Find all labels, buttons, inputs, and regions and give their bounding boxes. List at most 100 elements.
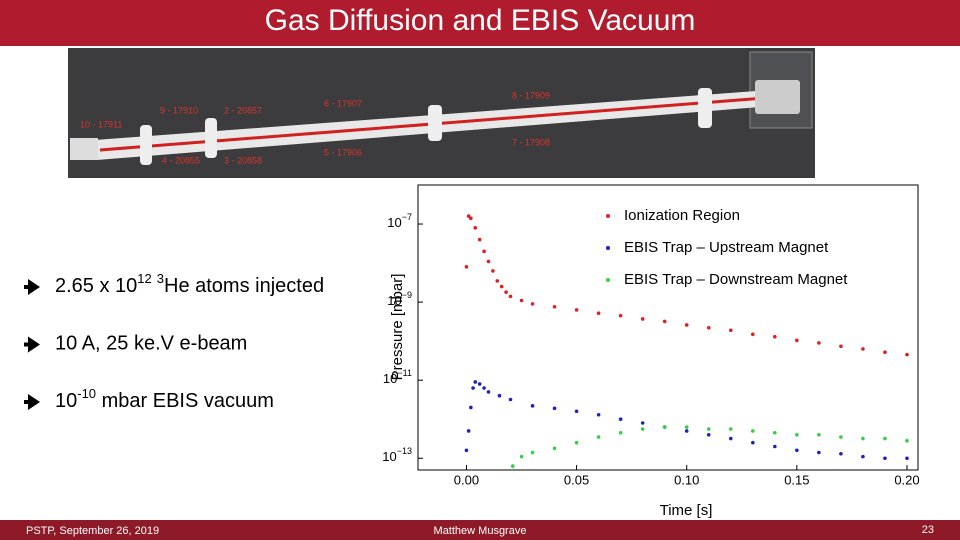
legend-label: Ionization Region xyxy=(624,207,740,224)
beamline-label: 5 - 17906 xyxy=(324,147,362,157)
data-point xyxy=(596,435,601,439)
footer-left: PSTP, September 26, 2019 xyxy=(26,525,159,537)
data-point xyxy=(486,390,491,394)
beamline-label: 8 - 17909 xyxy=(512,90,550,100)
data-point xyxy=(795,448,799,453)
beamline-label: 9 - 17910 xyxy=(160,105,198,115)
data-point xyxy=(751,429,755,433)
data-point xyxy=(499,284,504,289)
legend-marker xyxy=(606,278,610,282)
data-point xyxy=(795,432,799,437)
x-tick-label: 0.05 xyxy=(564,472,589,487)
data-point xyxy=(817,432,821,437)
data-point xyxy=(519,298,524,303)
data-point xyxy=(482,386,486,390)
data-point xyxy=(477,237,482,242)
data-point xyxy=(706,427,711,431)
data-point xyxy=(640,317,645,321)
data-point xyxy=(839,435,843,439)
data-point xyxy=(574,409,579,414)
y-tick-label: 10−11 xyxy=(383,369,412,387)
legend-label: EBIS Trap – Downstream Magnet xyxy=(624,271,848,288)
data-point xyxy=(469,405,473,410)
data-point xyxy=(883,436,887,441)
data-point xyxy=(839,452,843,456)
bullet-text: 10 A, 25 ke.V e-beam xyxy=(55,333,247,355)
data-point xyxy=(504,290,508,294)
y-tick-label: 10−9 xyxy=(387,290,412,308)
data-point xyxy=(510,464,515,468)
data-point xyxy=(574,308,579,312)
x-tick-label: 0.00 xyxy=(454,472,479,487)
data-point xyxy=(469,216,473,221)
text-run: 2.65 x 10 xyxy=(55,275,137,297)
data-point xyxy=(508,397,513,402)
beamline-label: 4 - 20855 xyxy=(162,155,200,165)
legend-marker xyxy=(606,246,610,250)
footer-bar xyxy=(0,520,960,540)
x-tick-label: 0.10 xyxy=(674,472,699,487)
data-point xyxy=(905,456,909,461)
data-point xyxy=(706,325,711,330)
bullet-arrow xyxy=(24,336,40,353)
bullet-list: 2.65 x 1012 3He atoms injected 10 A, 25 ke… xyxy=(24,271,324,412)
beamline-label: 10 - 17911 xyxy=(80,119,122,129)
text-run: 10 A, 25 ke.V e-beam xyxy=(55,333,247,355)
data-point xyxy=(530,302,535,306)
data-point xyxy=(491,269,495,273)
y-tick-label: 10−13 xyxy=(382,447,412,465)
x-tick-label: 0.15 xyxy=(784,472,809,487)
y-axis-label: Pressure [mbar] xyxy=(389,274,406,381)
data-point xyxy=(684,429,689,433)
data-point xyxy=(640,427,645,431)
data-point xyxy=(751,332,755,337)
data-point xyxy=(552,446,557,451)
data-point xyxy=(773,444,777,449)
data-point xyxy=(466,429,471,433)
bullet-text: 2.65 x 1012 3He atoms injected xyxy=(55,271,324,297)
data-point xyxy=(728,328,733,333)
data-point xyxy=(640,421,645,425)
data-point xyxy=(552,304,557,309)
bullet-text: 10-10 mbar EBIS vacuum xyxy=(55,386,274,412)
data-point xyxy=(530,450,535,455)
data-point xyxy=(466,214,471,218)
footer-center: Matthew Musgrave xyxy=(434,525,527,537)
data-point xyxy=(530,404,535,408)
data-point xyxy=(751,440,755,445)
x-tick-label: 0.20 xyxy=(894,472,919,487)
text-run: 10 xyxy=(55,390,77,412)
data-point xyxy=(477,382,482,386)
data-point xyxy=(574,440,579,445)
data-point xyxy=(905,352,909,357)
text-run: He atoms injected xyxy=(164,275,324,297)
beamline-label: 3 - 20858 xyxy=(224,155,262,165)
data-point xyxy=(662,425,667,429)
data-point xyxy=(495,279,500,283)
data-point xyxy=(817,450,821,455)
data-point xyxy=(482,249,486,254)
title-bar xyxy=(0,0,960,46)
superscript: 3 xyxy=(157,271,164,286)
superscript: -10 xyxy=(77,386,96,401)
text-run: mbar EBIS vacuum xyxy=(96,390,274,412)
x-axis-label: Time [s] xyxy=(660,502,713,519)
data-point xyxy=(473,226,478,230)
data-point xyxy=(519,454,524,459)
data-point xyxy=(596,412,601,417)
data-point xyxy=(861,454,865,459)
data-point xyxy=(618,417,623,422)
data-point xyxy=(662,319,667,324)
beamline-image: 10 - 17911 9 - 17910 2 - 20857 6 - 17907… xyxy=(68,48,815,178)
data-point xyxy=(706,432,711,437)
slide-title: Gas Diffusion and EBIS Vacuum xyxy=(265,4,696,37)
plot-frame xyxy=(417,184,919,471)
data-point xyxy=(728,436,733,441)
beamline-label: 7 - 17908 xyxy=(512,137,550,147)
beamline-label: 6 - 17907 xyxy=(324,98,362,108)
data-point xyxy=(508,294,513,299)
superscript: 12 xyxy=(137,271,151,286)
bullet-arrow xyxy=(24,394,40,410)
